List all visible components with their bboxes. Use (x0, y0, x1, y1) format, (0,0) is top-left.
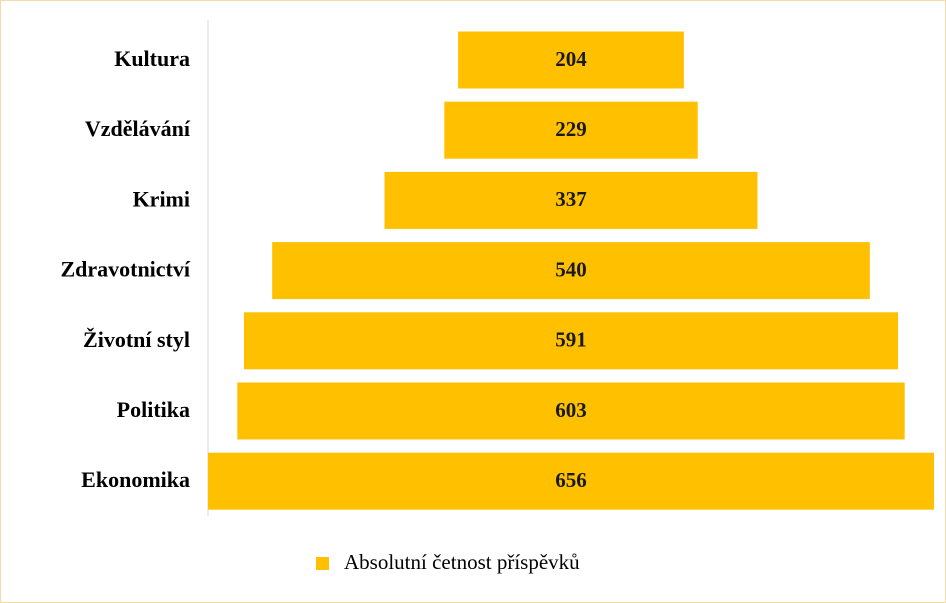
bar (272, 242, 870, 300)
bar (237, 382, 905, 440)
bar (444, 101, 698, 159)
data-label: 204 (555, 47, 587, 71)
category-label: Kultura (114, 46, 190, 71)
data-label: 337 (555, 187, 587, 211)
data-label: 540 (555, 257, 587, 281)
bar (243, 312, 899, 370)
category-label: Vzdělávání (85, 116, 191, 141)
legend-label: Absolutní četnost příspěvků (344, 550, 580, 574)
bar (384, 171, 758, 229)
category-label: Politika (117, 397, 190, 422)
bar (458, 31, 684, 89)
data-label: 229 (555, 117, 587, 141)
bar (208, 452, 934, 510)
category-label: Krimi (133, 186, 190, 211)
category-label: Životní styl (83, 327, 190, 352)
legend-swatch (316, 557, 329, 570)
category-label: Ekonomika (81, 467, 190, 492)
data-label: 603 (555, 398, 587, 422)
data-label: 591 (555, 328, 587, 352)
category-label: Zdravotnictví (60, 257, 190, 282)
data-label: 656 (555, 468, 587, 492)
